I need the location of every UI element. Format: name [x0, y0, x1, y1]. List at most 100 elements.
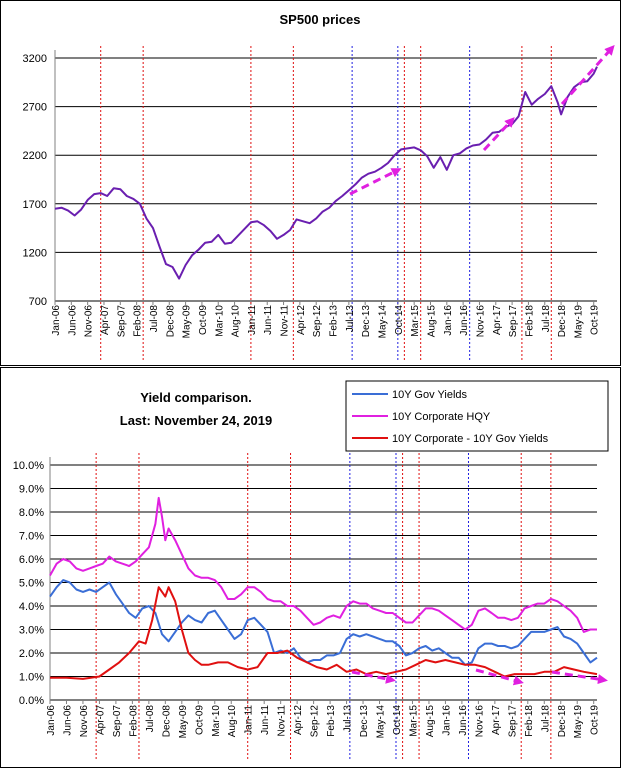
trend-arrow [351, 670, 396, 684]
x-tick-label: Jan-06 [51, 305, 62, 336]
legend-label: 10Y Corporate - 10Y Gov Yields [392, 433, 549, 445]
x-tick-label: Dec-18 [557, 305, 568, 338]
x-tick-label: Nov-16 [475, 305, 486, 338]
y-tick-label: 7.0% [19, 531, 44, 543]
y-tick-labels: 3200 2700 2200 1700 1200 700 [23, 53, 47, 308]
x-tick-label: Mar-15 [410, 305, 421, 337]
x-tick-label: Jul-08 [149, 305, 160, 333]
x-tick-label: Oct-19 [590, 705, 601, 735]
y-tick-label: 2.0% [19, 648, 44, 660]
y-tick-label: 5.0% [19, 578, 44, 590]
x-tick-label: Aug-15 [426, 305, 437, 338]
x-tick-label: Feb-18 [524, 705, 535, 737]
x-tick-label: Dec-13 [359, 705, 370, 738]
series-line-0 [49, 579, 598, 666]
x-tick-label: Nov-06 [79, 705, 90, 738]
x-tick-label: Jul-08 [145, 705, 156, 733]
yield-chart: Yield comparison. Last: November 24, 201… [0, 367, 621, 768]
y-tick-label: 4.0% [19, 601, 44, 613]
y-tick-label: 3200 [23, 53, 47, 65]
x-tick-label: Sep-17 [508, 305, 519, 338]
event-lines [100, 46, 552, 361]
x-tick-label: Sep-12 [310, 705, 321, 738]
x-tick-label: Oct-09 [194, 705, 205, 735]
legend: 10Y Gov Yields 10Y Corporate HQY 10Y Cor… [345, 380, 609, 452]
x-tick-label: Oct-14 [394, 305, 405, 335]
y-tick-label: 8.0% [19, 507, 44, 519]
x-tick-label: Apr-07 [95, 705, 106, 735]
x-tick-label: Jun-16 [459, 305, 470, 336]
x-tick-label: Apr-12 [293, 705, 304, 735]
x-tick-label: May-09 [178, 705, 189, 739]
x-tick-label: Mar-10 [211, 705, 222, 737]
x-tick-label: Sep-12 [312, 305, 323, 338]
x-tick-label: Aug-10 [227, 705, 238, 738]
y-tick-label: 2200 [23, 150, 47, 162]
legend-label: 10Y Gov Yields [392, 389, 468, 401]
series-line-2 [50, 586, 598, 680]
y-tick-label: 10.0% [13, 460, 44, 472]
x-tick-label: May-19 [573, 305, 584, 339]
x-tick-label: Jul-13 [343, 705, 354, 733]
series-lines [49, 496, 598, 680]
x-tick-label: Sep-07 [112, 705, 123, 738]
x-tick-label: Jul-13 [345, 305, 356, 333]
series-line-1 [49, 496, 597, 633]
x-tick-label: Feb-08 [133, 305, 144, 337]
x-tick-label: Jul-18 [541, 305, 552, 333]
gridlines [49, 457, 597, 704]
x-tick-label: Sep-17 [507, 705, 518, 738]
x-tick-label: May-14 [378, 305, 389, 339]
x-tick-label: Dec-13 [361, 305, 372, 338]
chart-border [0, 0, 621, 366]
x-tick-label: Sep-07 [116, 305, 127, 338]
chart-title: SP500 prices [280, 12, 361, 27]
x-tick-label: Jan-16 [441, 705, 452, 736]
y-tick-label: 6.0% [19, 554, 44, 566]
x-tick-label: Jun-06 [62, 705, 73, 736]
x-tick-label: Feb-13 [326, 705, 337, 737]
x-tick-label: Nov-06 [84, 305, 95, 338]
trend-arrows [349, 45, 615, 196]
x-tick-label: Aug-15 [425, 705, 436, 738]
chart-title-line1: Yield comparison. [140, 390, 252, 405]
trend-arrow [349, 168, 402, 196]
y-tick-label: 0.0% [19, 695, 44, 707]
x-tick-label: Feb-08 [128, 705, 139, 737]
x-tick-label: Nov-11 [280, 305, 291, 337]
x-tick-label: Apr-17 [491, 705, 502, 735]
x-tick-label: Jan-06 [46, 705, 57, 736]
x-tick-label: Dec-08 [161, 705, 172, 738]
y-tick-label: 3.0% [19, 625, 44, 637]
x-tick-label: Dec-08 [165, 305, 176, 338]
x-tick-labels: Jan-06 Jun-06 Nov-06 Apr-07 Sep-07 Feb-08 Jul-… [46, 705, 601, 739]
x-tick-label: Oct-14 [392, 705, 403, 735]
x-tick-label: Jun-16 [458, 705, 469, 736]
x-tick-label: Nov-16 [474, 705, 485, 738]
x-tick-label: May-14 [376, 705, 387, 739]
x-tick-label: Feb-13 [329, 305, 340, 337]
y-tick-label: 700 [29, 296, 47, 308]
y-tick-labels: 10.0% 9.0% 8.0% 7.0% 6.0% 5.0% 4.0% 3.0% 2.0% 1.0… [13, 460, 44, 707]
x-tick-label: Nov-11 [277, 705, 288, 737]
x-tick-label: Apr-12 [296, 305, 307, 335]
x-tick-label: Dec-18 [557, 705, 568, 738]
x-tick-label: Jan-11 [247, 305, 258, 335]
trend-arrows [351, 668, 608, 686]
y-tick-label: 1.0% [19, 672, 44, 684]
x-tick-label: May-09 [182, 305, 193, 339]
trend-arrow [551, 670, 608, 685]
x-tick-label: Oct-19 [590, 305, 601, 335]
x-tick-labels: Jan-06 Jun-06 Nov-06 Apr-07 Sep-07 Feb-08 Jul-… [51, 305, 601, 339]
trend-arrow [482, 117, 515, 152]
y-tick-label: 1200 [23, 247, 47, 259]
x-tick-label: Jul-18 [540, 705, 551, 733]
x-tick-label: Aug-10 [231, 305, 242, 338]
gridlines [54, 50, 597, 305]
chart-border [0, 367, 621, 768]
x-tick-label: Apr-07 [100, 305, 111, 335]
chart-title-line2: Last: November 24, 2019 [120, 413, 272, 428]
trend-arrow [475, 668, 524, 686]
y-tick-label: 2700 [23, 102, 47, 114]
